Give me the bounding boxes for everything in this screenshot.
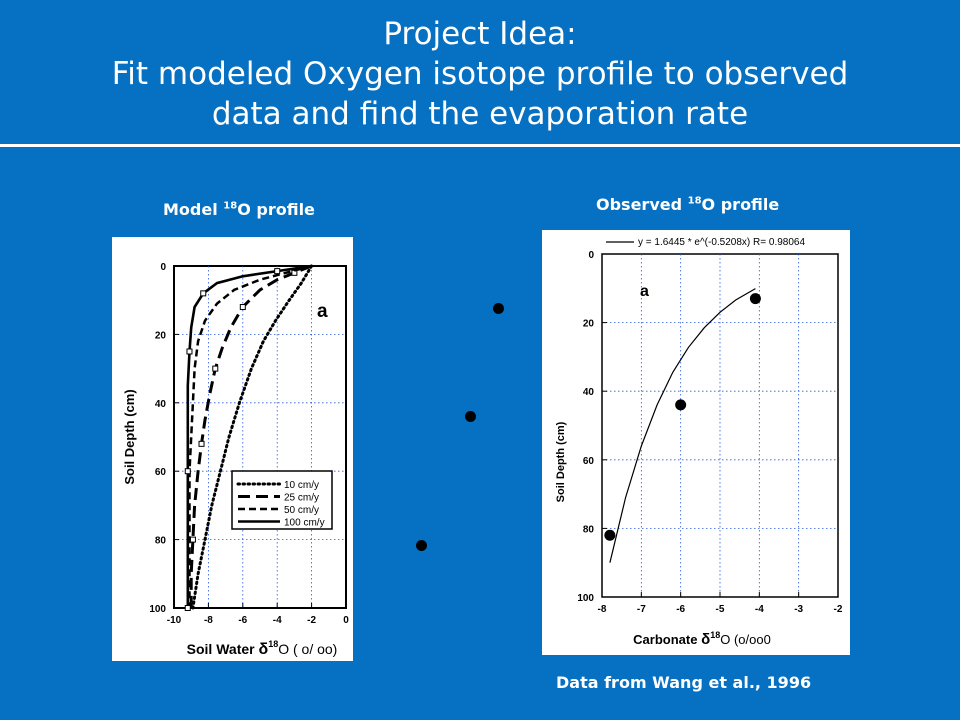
observed-profile-panel: -8 -7 -6 -5 -4 -3 -2 0 20 40 60 80 100 y = 1.6445 * … (542, 230, 850, 655)
x-tick-label: -10 (167, 615, 182, 626)
data-source-footer: Data from Wang et al., 1996 (556, 673, 812, 692)
title-divider (0, 144, 960, 147)
y-tick-label: 60 (583, 456, 595, 467)
title-line-3: data and find the evaporation rate (211, 96, 749, 132)
title-line-2: Fit modeled Oxygen isotope profile to ob… (111, 56, 849, 92)
legend-entry: 10 cm/y (284, 480, 319, 491)
x-tick-label: -2 (834, 604, 843, 615)
data-point (749, 293, 761, 305)
y-tick-label: 80 (583, 524, 595, 535)
y-tick-label: 0 (588, 250, 594, 261)
x-tick-label: -7 (637, 604, 646, 615)
data-point (604, 529, 616, 541)
y-tick-label: 100 (577, 593, 594, 604)
legend-box (231, 470, 333, 530)
y-axis-label: Soil Depth (cm) (122, 389, 137, 484)
x-tick-label: -4 (755, 604, 764, 615)
series-marker (184, 468, 191, 475)
y-tick-label: 40 (583, 387, 595, 398)
series-marker (186, 348, 193, 355)
series-marker (274, 268, 281, 275)
y-tick-label: 20 (583, 319, 595, 330)
y-axis-label: Soil Depth (cm) (555, 421, 567, 502)
series-marker (198, 440, 205, 447)
model-profile-panel: -10 -8 -6 -4 -2 0 0 20 40 60 80 100 a Soil Depth (c… (112, 237, 353, 661)
series-line (189, 264, 313, 608)
x-axis-label: Soil Water δ18O ( o/ oo) (187, 639, 338, 658)
x-tick-label: -6 (238, 615, 247, 626)
series-marker (184, 605, 191, 611)
right-caption: Observed 18O profile (596, 195, 780, 214)
left-caption: Model 18O profile (163, 200, 315, 219)
x-tick-label: -2 (307, 615, 316, 626)
y-tick-label: 20 (155, 330, 167, 341)
data-point (675, 399, 687, 411)
series-marker (200, 290, 207, 297)
x-tick-label: -5 (716, 604, 725, 615)
series-line (191, 264, 314, 610)
stray-dot (493, 303, 504, 314)
x-axis-label: Carbonate δ18O (o/oo0 (633, 630, 771, 648)
x-tick-label: -4 (273, 615, 282, 626)
model-profile-chart: -10 -8 -6 -4 -2 0 0 20 40 60 80 100 a Soil Depth (c… (122, 262, 349, 658)
slide-title: Project Idea: Fit modeled Oxygen isotope… (0, 14, 960, 134)
y-tick-label: 60 (155, 467, 167, 478)
stray-dot (465, 411, 476, 422)
x-tick-label: -8 (598, 604, 607, 615)
panel-label: a (640, 283, 649, 300)
x-tick-label: -8 (204, 615, 213, 626)
fit-curve (609, 288, 756, 563)
panel-label: a (317, 301, 328, 322)
y-tick-label: 100 (149, 604, 166, 615)
series-marker (189, 536, 196, 543)
series-marker (239, 304, 246, 311)
y-tick-label: 40 (155, 399, 167, 410)
observed-profile-chart: -8 -7 -6 -5 -4 -3 -2 0 20 40 60 80 100 y = 1.6445 * … (555, 237, 843, 648)
x-tick-label: -6 (676, 604, 685, 615)
series-marker (212, 365, 219, 372)
fit-legend: y = 1.6445 * e^(-0.5208x) R= 0.98064 (638, 237, 805, 248)
y-tick-label: 80 (155, 536, 167, 547)
stray-dot (416, 540, 427, 551)
x-tick-label: 0 (343, 615, 349, 626)
legend-entry: 100 cm/y (284, 518, 325, 529)
series-line (186, 264, 312, 608)
series-line (188, 264, 312, 608)
legend-entry: 50 cm/y (284, 505, 319, 516)
y-tick-label: 0 (160, 262, 166, 273)
x-tick-label: -3 (794, 604, 803, 615)
legend-entry: 25 cm/y (284, 493, 319, 504)
title-line-1: Project Idea: (383, 16, 577, 52)
